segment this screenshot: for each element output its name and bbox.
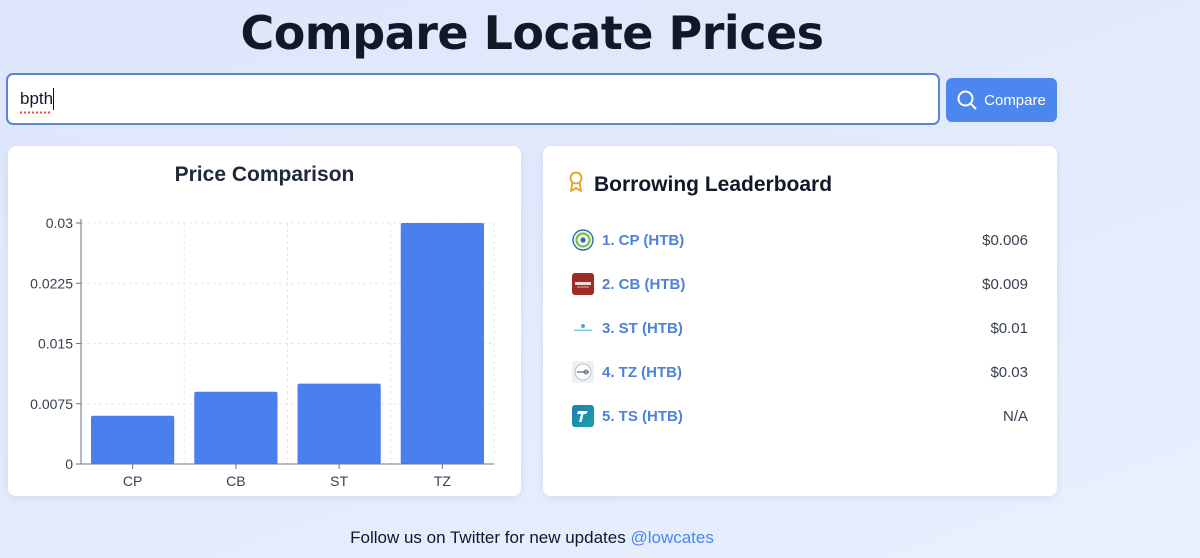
leaderboard-row: 1. CP (HTB) $0.006: [572, 218, 1028, 262]
cb-logo: [572, 273, 594, 295]
leaderboard-price: $0.006: [982, 231, 1028, 249]
leaderboard-row: 5. TS (HTB) N/A: [572, 394, 1028, 438]
leaderboard-list: 1. CP (HTB) $0.006 2. CB (HTB) $0.009: [572, 218, 1028, 438]
leaderboard-link-st[interactable]: 3. ST (HTB): [602, 319, 683, 337]
bar-tz: [400, 223, 484, 464]
leaderboard-row: 3. ST (HTB) $0.01: [572, 306, 1028, 350]
st-logo: [572, 317, 594, 339]
page-title: Compare Locate Prices: [240, 6, 824, 60]
leaderboard-price: $0.01: [990, 319, 1028, 337]
ts-logo: [572, 405, 594, 427]
y-tick-label: 0.03: [46, 215, 73, 231]
footer-text: Follow us on Twitter for new updates: [350, 528, 631, 547]
y-tick-label: 0.0075: [30, 396, 73, 412]
y-tick-label: 0: [65, 456, 73, 472]
award-icon: [568, 171, 584, 198]
bar-cp: [91, 415, 175, 464]
bar-cb: [194, 391, 278, 464]
search-icon: [957, 90, 977, 110]
y-tick-label: 0.015: [38, 336, 73, 352]
compare-button-label: Compare: [984, 91, 1046, 109]
leaderboard-link-cb[interactable]: 2. CB (HTB): [602, 275, 686, 293]
x-tick-label: TZ: [434, 473, 452, 489]
price-chart: 0 0.0075 0.015 0.0225 0.03 CP CB ST TZ: [30, 215, 495, 489]
text-caret: [53, 88, 54, 110]
x-tick-label: CB: [226, 473, 245, 489]
leaderboard-price: $0.03: [990, 363, 1028, 381]
bar-st: [297, 383, 381, 464]
leaderboard-title: Borrowing Leaderboard: [594, 172, 833, 196]
tz-logo: [572, 361, 594, 383]
x-tick-label: ST: [330, 473, 348, 489]
spellcheck-underline: [19, 111, 51, 114]
leaderboard-link-ts[interactable]: 5. TS (HTB): [602, 407, 683, 425]
cp-logo: [572, 229, 594, 251]
leaderboard-link-tz[interactable]: 4. TZ (HTB): [602, 363, 682, 381]
leaderboard-price: N/A: [1002, 407, 1028, 425]
leaderboard-row: 2. CB (HTB) $0.009: [572, 262, 1028, 306]
footer: Follow us on Twitter for new updates @lo…: [0, 528, 1064, 548]
leaderboard-price: $0.009: [982, 275, 1028, 293]
leaderboard-row: 4. TZ (HTB) $0.03: [572, 350, 1028, 394]
twitter-link[interactable]: @lowcates: [630, 528, 714, 547]
leaderboard-link-cp[interactable]: 1. CP (HTB): [602, 231, 685, 249]
compare-button[interactable]: Compare: [946, 78, 1057, 122]
x-tick-label: CP: [123, 473, 142, 489]
search-input[interactable]: [6, 73, 940, 125]
y-tick-label: 0.0225: [30, 275, 73, 291]
chart-title: Price Comparison: [174, 163, 355, 186]
leaderboard-card: Borrowing Leaderboard 1. CP (HTB) $0.006: [543, 146, 1057, 496]
price-comparison-card: Price Comparison 0 0.0075 0.015 0.0225 0.03 C…: [8, 146, 521, 496]
